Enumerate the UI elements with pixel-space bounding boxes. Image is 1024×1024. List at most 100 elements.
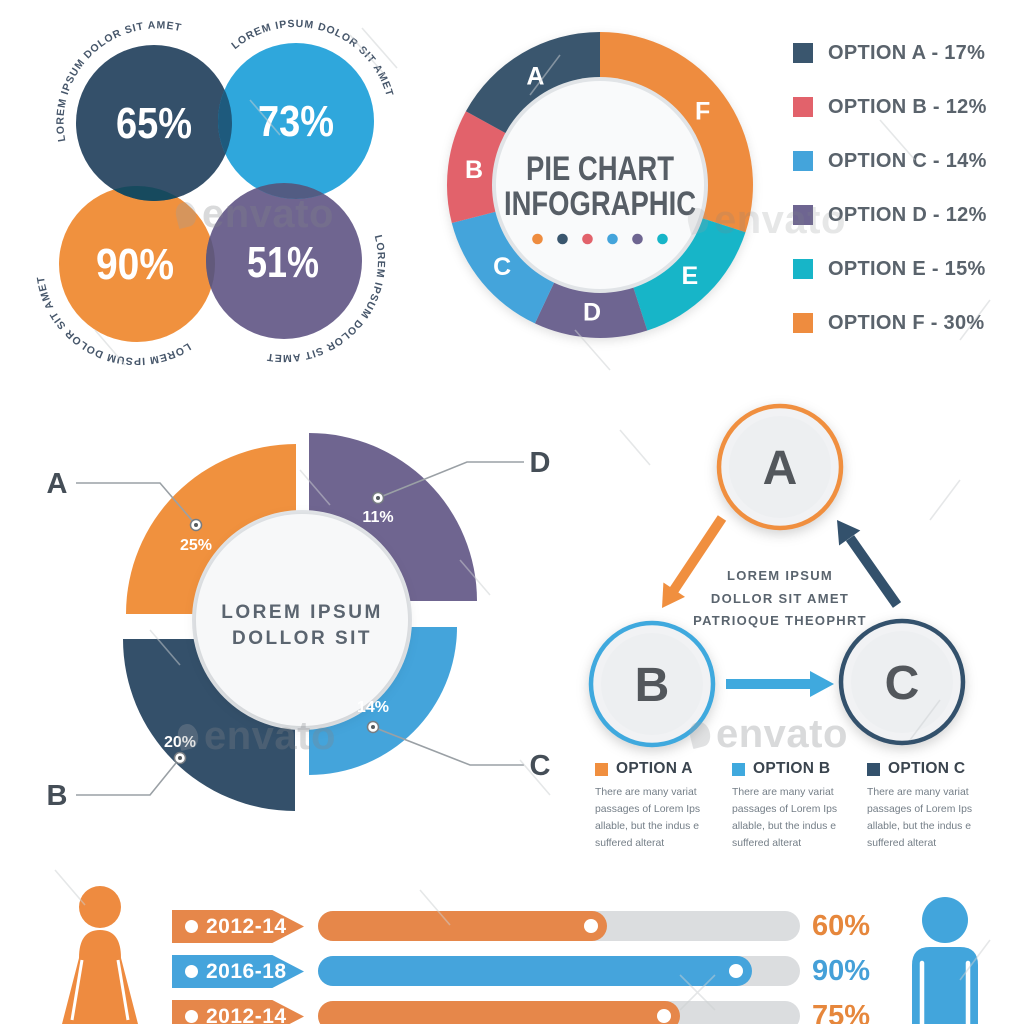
bar-year-label: 2012-14	[206, 915, 287, 938]
cycle-node-a-label: A	[763, 442, 798, 495]
legend-swatch	[793, 313, 813, 333]
cycle-legend-description: There are many variat passages of Lorem …	[595, 787, 701, 849]
radial-label-d: D	[530, 447, 551, 479]
legend-swatch	[595, 762, 608, 776]
pie-legend-item-b: OPTION B - 12%	[793, 80, 1024, 134]
venn-value-65: 65%	[116, 99, 192, 148]
bar-fill	[318, 956, 752, 986]
radial-center-circle	[196, 514, 408, 726]
pie-segment-letter-c: C	[493, 253, 511, 281]
pie-legend-item-e: OPTION E - 15%	[793, 242, 1024, 296]
radial-leader-line-b	[76, 757, 181, 796]
pie-title-dot	[607, 233, 618, 245]
male-person-icon	[912, 897, 978, 1024]
cycle-legend-header: OPTION A	[595, 760, 721, 778]
radial-label-b: B	[47, 780, 68, 812]
bar-fill-dot	[656, 1009, 671, 1023]
radial-value-c: 14%	[357, 699, 389, 716]
bar-percent-label: 90%	[812, 955, 871, 987]
cycle-legend-description: There are many variat passages of Lorem …	[732, 787, 838, 849]
pie-legend: OPTION A - 17% OPTION B - 12% OPTION C - 1…	[793, 26, 1024, 350]
pie-title-dot	[582, 233, 593, 245]
cycle-legend-header: OPTION C	[867, 760, 993, 778]
legend-swatch	[793, 97, 813, 117]
cycle-node-b: B	[588, 620, 716, 748]
radial-marker-c	[366, 720, 380, 734]
cycle-node-a: A	[716, 403, 844, 531]
tag-dot	[185, 965, 198, 978]
cycle-legend-description: There are many variat passages of Lorem …	[867, 787, 973, 849]
venn-circle-purple	[206, 183, 362, 339]
bar-fill-dot	[728, 964, 743, 978]
cycle-legend-column-b: OPTION B There are many variat passages o…	[732, 760, 858, 852]
legend-swatch	[867, 762, 880, 776]
cycle-diagram: A B C LOREM IPSUM DOLLOR SIT AMET PATRIO…	[588, 403, 966, 748]
cycle-legend-column-a: OPTION A There are many variat passages o…	[595, 760, 721, 852]
overlap-circles-chart: 65% 73% 90% 51% LOREM IPSUM DOLOR SIT AM…	[35, 18, 395, 367]
pie-title-line2: INFOGRAPHIC	[504, 185, 696, 223]
pie-title-dot	[657, 233, 668, 245]
radial-quarters-chart: LOREM IPSUM DOLLOR SIT 25% 11% 14% 20% A…	[47, 433, 551, 812]
cycle-center-line2: DOLLOR SIT AMET	[711, 591, 849, 606]
pie-title-line1: PIE CHART	[526, 150, 674, 188]
venn-value-90: 90%	[96, 240, 174, 289]
pie-legend-item-f: OPTION F - 30%	[793, 296, 1024, 350]
radial-leader-line-d	[377, 461, 524, 499]
radial-value-a: 25%	[180, 537, 212, 554]
cycle-center-line3: PATRIOQUE THEOPHRT	[693, 613, 867, 628]
legend-swatch	[732, 762, 745, 776]
pie-center-circle	[496, 81, 704, 289]
pie-legend-item-d: OPTION D - 12%	[793, 188, 1024, 242]
tag-dot	[185, 1010, 198, 1023]
radial-label-a: A	[47, 468, 68, 500]
radial-value-d: 11%	[362, 509, 393, 526]
tag-dot	[185, 920, 198, 933]
radial-center-line2: DOLLOR SIT	[232, 628, 372, 649]
bar-year-label: 2016-18	[206, 960, 287, 983]
venn-circle-orange	[59, 186, 215, 342]
pie-title-dot	[557, 233, 568, 245]
bar-track	[318, 956, 800, 986]
radial-marker-d	[371, 491, 385, 505]
pie-segment-letter-e: E	[681, 262, 698, 290]
bar-fill-dot	[584, 919, 599, 933]
pie-title-dots	[532, 233, 668, 245]
pie-title-dot	[632, 233, 643, 245]
cycle-arrow-c-to-a	[837, 520, 902, 608]
legend-swatch	[793, 205, 813, 225]
cycle-legend-title: OPTION A	[616, 760, 693, 777]
bar-percent-label: 60%	[812, 910, 871, 942]
legend-swatch	[793, 151, 813, 171]
venn-value-51: 51%	[247, 238, 319, 287]
cycle-arrow-b-to-c	[726, 671, 834, 697]
radial-value-b: 20%	[164, 734, 196, 751]
legend-label: OPTION E - 15%	[828, 257, 986, 280]
cycle-legend: OPTION A There are many variat passages o…	[585, 760, 1024, 880]
bar-track	[318, 1001, 800, 1024]
venn-circle-navy	[76, 45, 232, 201]
legend-swatch	[793, 259, 813, 279]
cycle-arrow-a-to-b	[662, 515, 727, 608]
bar-year-tag: 2012-14	[172, 1000, 304, 1024]
legend-label: OPTION F - 30%	[828, 311, 985, 334]
pie-segment-letter-d: D	[583, 299, 601, 327]
pie-segment-letter-f: F	[695, 97, 710, 125]
radial-leader-line-a	[76, 482, 197, 526]
pie-legend-item-a: OPTION A - 17%	[793, 26, 1024, 80]
bar-year-tag: 2012-14	[172, 910, 304, 943]
pie-title-dot	[532, 233, 543, 245]
cycle-node-b-label: B	[635, 659, 670, 712]
legend-label: OPTION A - 17%	[828, 41, 986, 64]
legend-label: OPTION D - 12%	[828, 203, 987, 226]
radial-center-line1: LOREM IPSUM	[221, 602, 383, 623]
bar-fill	[318, 911, 608, 941]
bar-percent-label: 75%	[812, 1000, 871, 1024]
bar-year-label: 2012-14	[206, 1005, 287, 1024]
legend-label: OPTION B - 12%	[828, 95, 987, 118]
cycle-legend-header: OPTION B	[732, 760, 858, 778]
female-person-icon	[62, 886, 138, 1024]
cycle-legend-title: OPTION B	[753, 760, 831, 777]
